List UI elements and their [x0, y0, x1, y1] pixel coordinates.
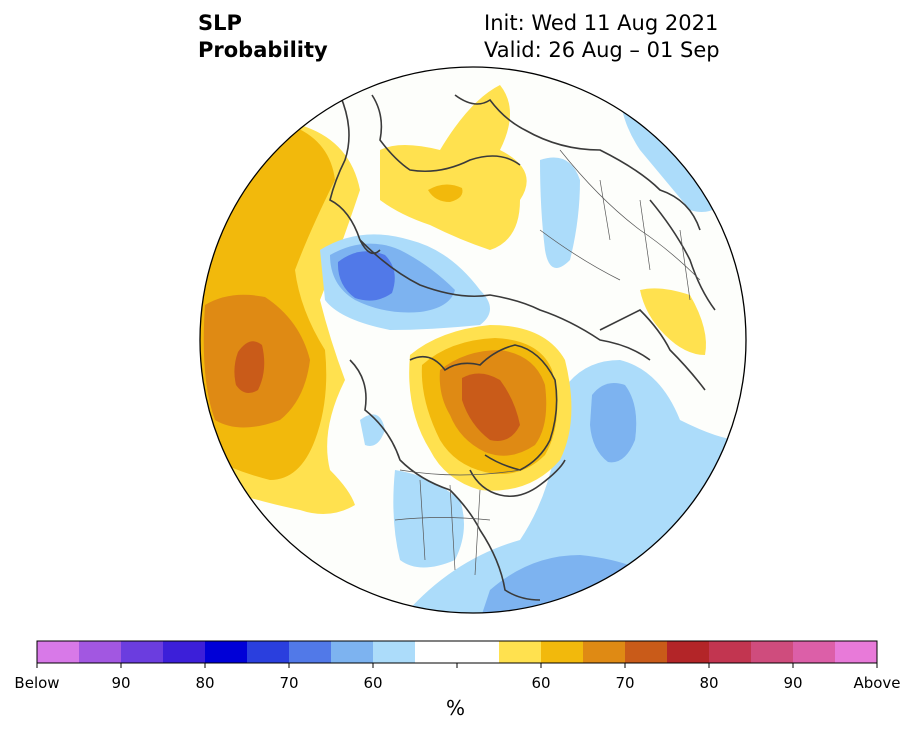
- valid-range: Valid: 26 Aug – 01 Sep: [484, 38, 720, 62]
- atlantic-below-70: [590, 382, 637, 463]
- colorbar-tick-label: 80: [699, 674, 718, 692]
- colorbar: Below 90 80 70 60 60 70 80 90 Above: [14, 640, 901, 692]
- colorbar-swatch: [373, 641, 416, 663]
- colorbar-swatch: [331, 641, 374, 663]
- north-america-below-60: [360, 414, 464, 568]
- colorbar-swatches: [37, 641, 878, 663]
- title-field: Probability: [198, 38, 328, 62]
- borders: [394, 149, 701, 576]
- colorbar-swatch: [667, 641, 710, 663]
- colorbar-swatch: [163, 641, 206, 663]
- europe-below-60: [540, 157, 580, 268]
- colorbar-tick-label: Below: [14, 674, 59, 692]
- east-asia-below-80: [337, 251, 395, 301]
- colorbar-tick-label: 70: [615, 674, 634, 692]
- colorbar-unit: %: [446, 696, 466, 720]
- map-boundary: [199, 66, 747, 614]
- colorbar-tick-label: 60: [531, 674, 550, 692]
- colorbar-swatch: [415, 641, 458, 663]
- colorbar-tick-label: 60: [363, 674, 382, 692]
- colorbar-ticks: Below 90 80 70 60 60 70 80 90 Above: [14, 663, 901, 692]
- title-right: Init: Wed 11 Aug 2021 Valid: 26 Aug – 01…: [484, 10, 720, 64]
- polar-map: [199, 66, 747, 614]
- colorbar-swatch: [751, 641, 794, 663]
- colorbar-swatch: [457, 641, 500, 663]
- colorbar-tick-label: 90: [783, 674, 802, 692]
- colorbar-swatch: [625, 641, 668, 663]
- colorbar-swatch: [541, 641, 584, 663]
- colorbar-swatch: [793, 641, 836, 663]
- pacific-above-90: [234, 341, 265, 394]
- title-left: SLP Probability: [198, 10, 328, 64]
- colorbar-swatch: [499, 641, 542, 663]
- colorbar-swatch: [289, 641, 332, 663]
- arctic-canada-above-90: [462, 373, 520, 441]
- colorbar-swatch: [583, 641, 626, 663]
- colorbar-swatch: [37, 641, 80, 663]
- siberia-above-70: [428, 184, 463, 202]
- init-date: Init: Wed 11 Aug 2021: [484, 11, 719, 35]
- coastlines: [329, 94, 716, 601]
- colorbar-tick-label: 70: [279, 674, 298, 692]
- colorbar-tick-label: Above: [853, 674, 900, 692]
- colorbar-swatch: [835, 641, 878, 663]
- colorbar-swatch: [709, 641, 752, 663]
- colorbar-swatch: [79, 641, 122, 663]
- asia-above-60: [640, 288, 706, 355]
- colorbar-tick-label: 80: [195, 674, 214, 692]
- colorbar-swatch: [205, 641, 248, 663]
- colorbar-tick-label: 90: [111, 674, 130, 692]
- title-variable: SLP: [198, 11, 242, 35]
- colorbar-swatch: [247, 641, 290, 663]
- colorbar-swatch: [121, 641, 164, 663]
